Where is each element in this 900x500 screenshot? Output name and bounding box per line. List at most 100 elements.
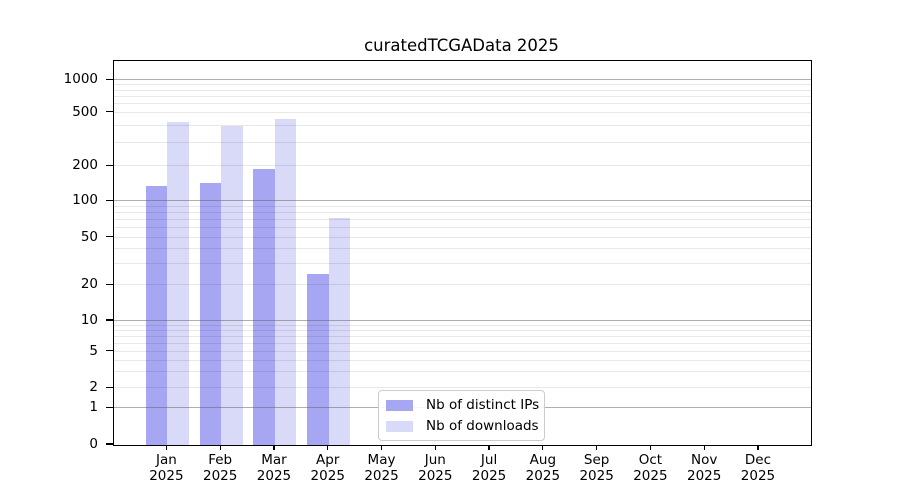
- legend-label-distinct-ips: Nb of distinct IPs: [426, 397, 540, 413]
- x-tick-month: Jan: [155, 452, 177, 468]
- x-tick-month: Sep: [583, 452, 610, 468]
- gridline-minor: [114, 248, 811, 250]
- y-tick-mark: [106, 199, 113, 201]
- x-tick-month: Nov: [691, 452, 718, 468]
- gridline-minor: [114, 141, 811, 143]
- gridline-minor: [114, 387, 811, 389]
- gridline-minor: [114, 350, 811, 352]
- gridline-minor: [114, 212, 811, 214]
- x-tick-mark: [757, 445, 759, 450]
- bar-downloads-feb: [221, 126, 243, 445]
- x-tick-mark: [542, 445, 544, 450]
- x-tick-label: Dec 2025: [726, 452, 790, 484]
- bar-distinct-ips-feb: [199, 182, 222, 445]
- x-tick-month: Oct: [638, 452, 663, 468]
- x-tick-year: 2025: [633, 467, 668, 484]
- y-axis: 0 1 2 5 10 20 50 100 200 500 1000: [0, 60, 113, 452]
- x-tick-year: 2025: [740, 467, 776, 484]
- x-tick-label: Apr 2025: [296, 452, 360, 484]
- x-tick-year: 2025: [525, 467, 561, 484]
- y-tick-label: 1000: [63, 71, 98, 88]
- x-tick-label: Jan 2025: [134, 452, 198, 484]
- gridline-minor: [114, 335, 811, 337]
- legend-item-distinct-ips: Nb of distinct IPs: [386, 397, 539, 413]
- x-tick-year: 2025: [202, 467, 238, 484]
- legend-swatch-distinct-ips: [386, 399, 413, 411]
- gridline-major: [114, 320, 811, 322]
- y-tick-label: 20: [80, 276, 98, 293]
- x-tick-month: Apr: [316, 452, 340, 468]
- y-tick-mark: [106, 386, 113, 388]
- y-tick-mark: [106, 350, 113, 352]
- y-tick-mark: [106, 283, 113, 285]
- x-tick-label: Nov 2025: [672, 452, 736, 484]
- x-tick-mark: [649, 445, 651, 450]
- x-tick-mark: [219, 445, 221, 450]
- y-tick-mark: [106, 164, 113, 166]
- y-tick-label: 5: [89, 342, 98, 359]
- x-tick-year: 2025: [256, 467, 292, 484]
- x-tick-mark: [165, 445, 167, 450]
- gridline-minor: [114, 103, 811, 105]
- legend-swatch-downloads: [386, 420, 413, 432]
- gridline-minor: [114, 89, 811, 91]
- gridline-minor: [114, 329, 811, 331]
- legend: Nb of distinct IPs Nb of downloads: [378, 390, 545, 441]
- x-tick-month: Aug: [529, 452, 557, 468]
- gridline-minor: [114, 165, 811, 167]
- x-axis: Jan 2025 Feb 2025 Mar 2025 Apr 2025 May 2025 Jun 20…: [0, 444, 900, 500]
- x-tick-year: 2025: [418, 467, 453, 484]
- gridline-minor: [114, 324, 811, 326]
- x-tick-month: Feb: [208, 452, 233, 468]
- gridline-minor: [114, 284, 811, 286]
- bar-distinct-ips-jan: [145, 186, 168, 445]
- gridline-minor: [114, 236, 811, 238]
- gridline-minor: [114, 227, 811, 229]
- x-tick-mark: [380, 445, 383, 450]
- gridline-minor: [114, 111, 811, 113]
- y-tick-mark: [106, 443, 113, 445]
- bar-distinct-ips-apr: [307, 273, 329, 445]
- y-tick-label: 2: [89, 379, 98, 396]
- gridline-minor: [114, 124, 811, 126]
- bar-downloads-jan: [167, 122, 189, 445]
- gridline-minor: [114, 84, 811, 86]
- x-tick-mark: [703, 445, 705, 450]
- bar-distinct-ips-mar: [253, 168, 275, 445]
- x-tick-label: Mar 2025: [242, 452, 306, 484]
- bar-downloads-mar: [274, 118, 297, 445]
- gridline-minor: [114, 205, 811, 207]
- y-tick-label: 100: [72, 192, 98, 209]
- x-tick-month: Jun: [424, 452, 446, 468]
- x-tick-label: Jul 2025: [457, 452, 521, 484]
- gridline-minor: [114, 359, 811, 361]
- x-tick-year: 2025: [149, 467, 184, 484]
- y-tick-label: 0: [89, 436, 98, 452]
- y-tick-label: 500: [72, 103, 98, 120]
- x-tick-label: May 2025: [350, 452, 414, 484]
- chart-title: curatedTCGAData 2025: [364, 36, 559, 55]
- x-tick-mark: [327, 445, 329, 450]
- x-tick-mark: [434, 445, 436, 450]
- x-tick-mark: [273, 445, 275, 450]
- plot-area: Nb of distinct IPs Nb of downloads: [113, 60, 812, 446]
- x-tick-label: Feb 2025: [188, 452, 252, 484]
- x-tick-year: 2025: [471, 467, 507, 484]
- x-tick-year: 2025: [687, 467, 722, 484]
- x-tick-year: 2025: [310, 467, 345, 484]
- y-tick-label: 1: [89, 399, 98, 416]
- x-tick-label: Jun 2025: [403, 452, 467, 484]
- x-tick-mark: [596, 445, 598, 450]
- y-tick-mark: [106, 319, 113, 321]
- gridline-minor: [114, 263, 811, 265]
- y-tick-mark: [106, 111, 113, 113]
- x-tick-month: May: [367, 452, 396, 468]
- x-tick-year: 2025: [364, 467, 399, 484]
- y-tick-label: 50: [80, 228, 98, 245]
- legend-label-downloads: Nb of downloads: [426, 418, 539, 434]
- x-tick-label: Oct 2025: [618, 452, 682, 484]
- x-tick-label: Aug 2025: [511, 452, 575, 484]
- x-tick-month: Mar: [261, 452, 287, 468]
- gridline-minor: [114, 95, 811, 97]
